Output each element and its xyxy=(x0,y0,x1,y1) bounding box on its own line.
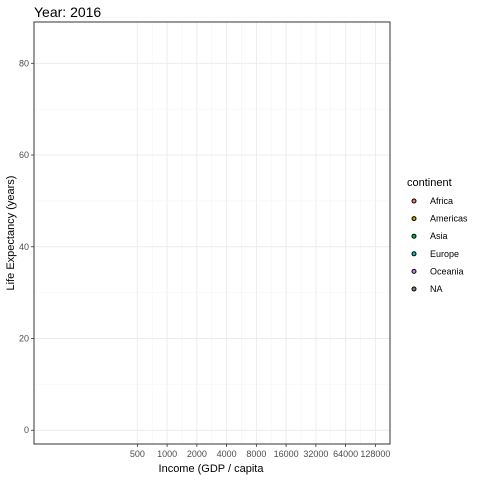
x-tick-label: 64000 xyxy=(333,449,358,459)
y-tick-label: 80 xyxy=(19,58,29,68)
y-axis-label: Life Expectancy (years) xyxy=(5,176,17,291)
legend: continent Africa Americas Asia Europe Oceani… xyxy=(407,177,468,294)
x-axis: 500 1000 2000 4000 8000 16000 32000 64000 128000 xyxy=(130,444,390,459)
y-tick-label: 20 xyxy=(19,334,29,344)
legend-title: continent xyxy=(407,177,452,189)
x-tick-label: 8000 xyxy=(246,449,266,459)
y-tick-label: 0 xyxy=(24,425,29,435)
legend-key xyxy=(411,268,417,274)
legend-key xyxy=(411,216,417,222)
legend-label: Asia xyxy=(430,231,448,241)
x-tick-label: 128000 xyxy=(360,449,390,459)
legend-label: Africa xyxy=(430,196,453,206)
legend-key xyxy=(411,286,417,292)
y-tick-label: 40 xyxy=(19,242,29,252)
legend-key xyxy=(411,251,417,257)
grid xyxy=(34,17,390,444)
legend-key xyxy=(411,198,417,204)
x-axis-label: Income (GDP / capita xyxy=(159,463,265,475)
plot-panel-border xyxy=(33,21,391,445)
chart-title: Year: 2016 xyxy=(34,4,101,20)
x-tick-label: 16000 xyxy=(274,449,299,459)
legend-label: Oceania xyxy=(430,266,464,276)
y-axis: 0 20 40 60 80 xyxy=(19,58,34,435)
x-tick-label: 1000 xyxy=(157,449,177,459)
legend-key xyxy=(411,233,417,239)
x-tick-label: 500 xyxy=(130,449,145,459)
x-tick-label: 4000 xyxy=(217,449,237,459)
y-tick-label: 60 xyxy=(19,150,29,160)
legend-label: NA xyxy=(430,284,443,294)
x-tick-label: 32000 xyxy=(303,449,328,459)
x-tick-label: 2000 xyxy=(187,449,207,459)
legend-label: Europe xyxy=(430,249,459,259)
legend-label: Americas xyxy=(430,214,468,224)
